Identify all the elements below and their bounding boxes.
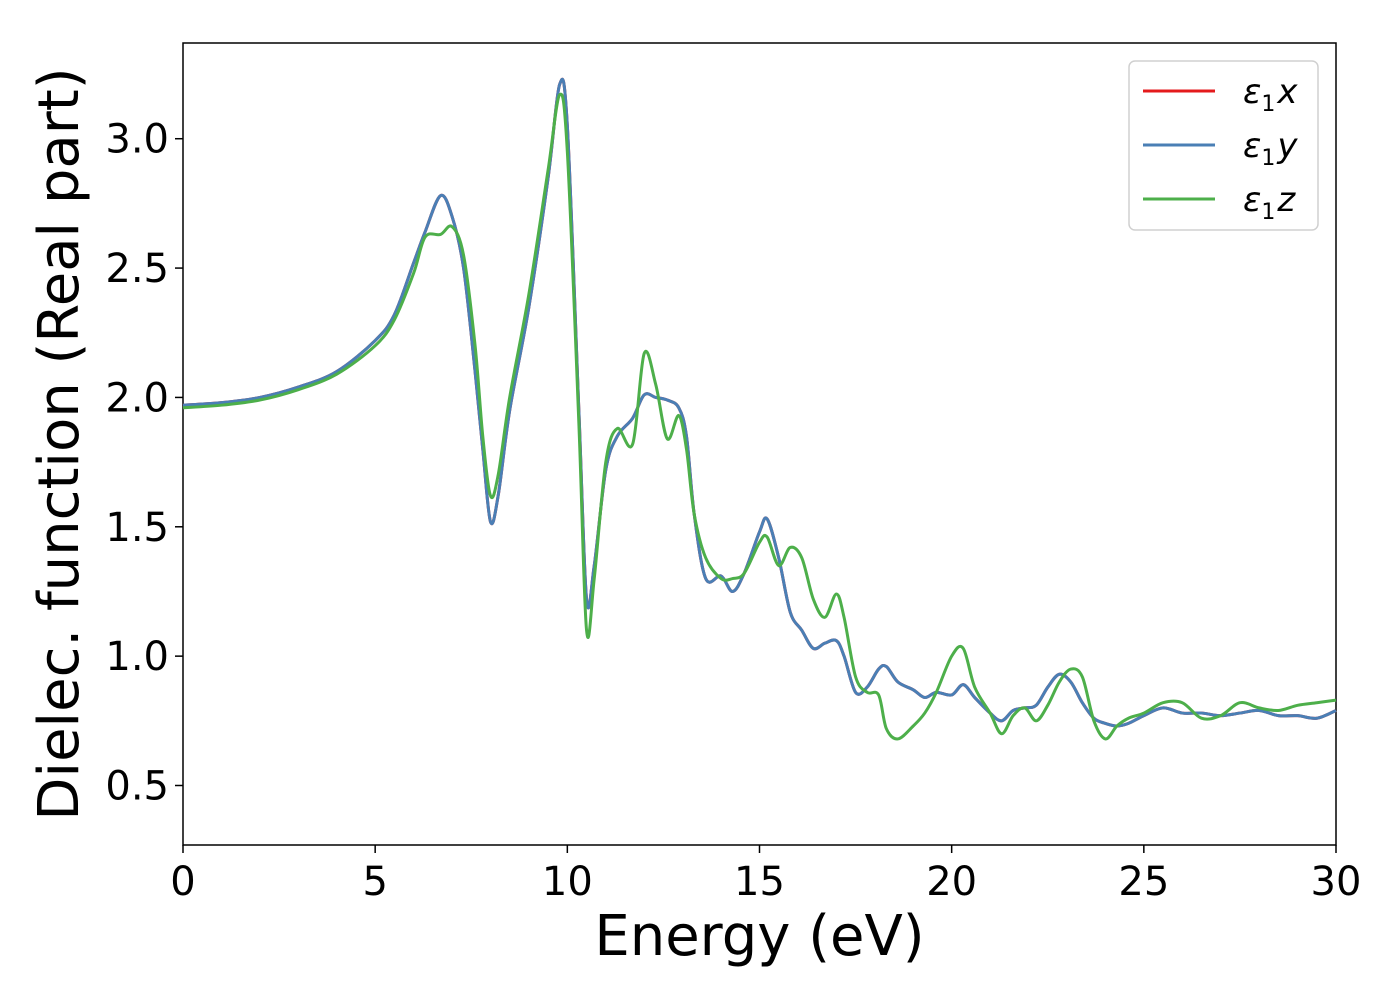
y-axis-label: Dielec. function (Real part) [27, 67, 92, 820]
y-tick-label: 1.0 [105, 634, 169, 680]
x-tick-label: 30 [1311, 859, 1362, 905]
x-tick-label: 15 [734, 859, 785, 905]
y-axis: 0.5 1.0 1.5 2.0 2.5 3.0 [105, 117, 183, 809]
x-tick-label: 0 [170, 859, 195, 905]
y-tick-label: 0.5 [105, 763, 169, 809]
x-axis-label: Energy (eV) [594, 904, 924, 969]
legend-label-z: ε1z [1243, 180, 1296, 225]
x-tick-label: 10 [542, 859, 593, 905]
x-axis: 0 5 10 15 20 25 30 [170, 845, 1361, 905]
x-tick-label: 5 [362, 859, 387, 905]
y-tick-label: 2.0 [105, 375, 169, 421]
legend-label-y: ε1y [1243, 126, 1298, 171]
legend: ε1x ε1y ε1z [1128, 60, 1319, 231]
legend-box [1128, 60, 1319, 231]
y-tick-label: 1.5 [105, 505, 169, 551]
series-layer [182, 77, 1337, 741]
legend-label-x: ε1x [1243, 72, 1298, 117]
y-tick-label: 3.0 [105, 117, 169, 163]
x-tick-label: 20 [926, 859, 977, 905]
series-line-z [182, 92, 1337, 741]
x-tick-label: 25 [1118, 859, 1169, 905]
y-tick-label: 2.5 [105, 246, 169, 292]
